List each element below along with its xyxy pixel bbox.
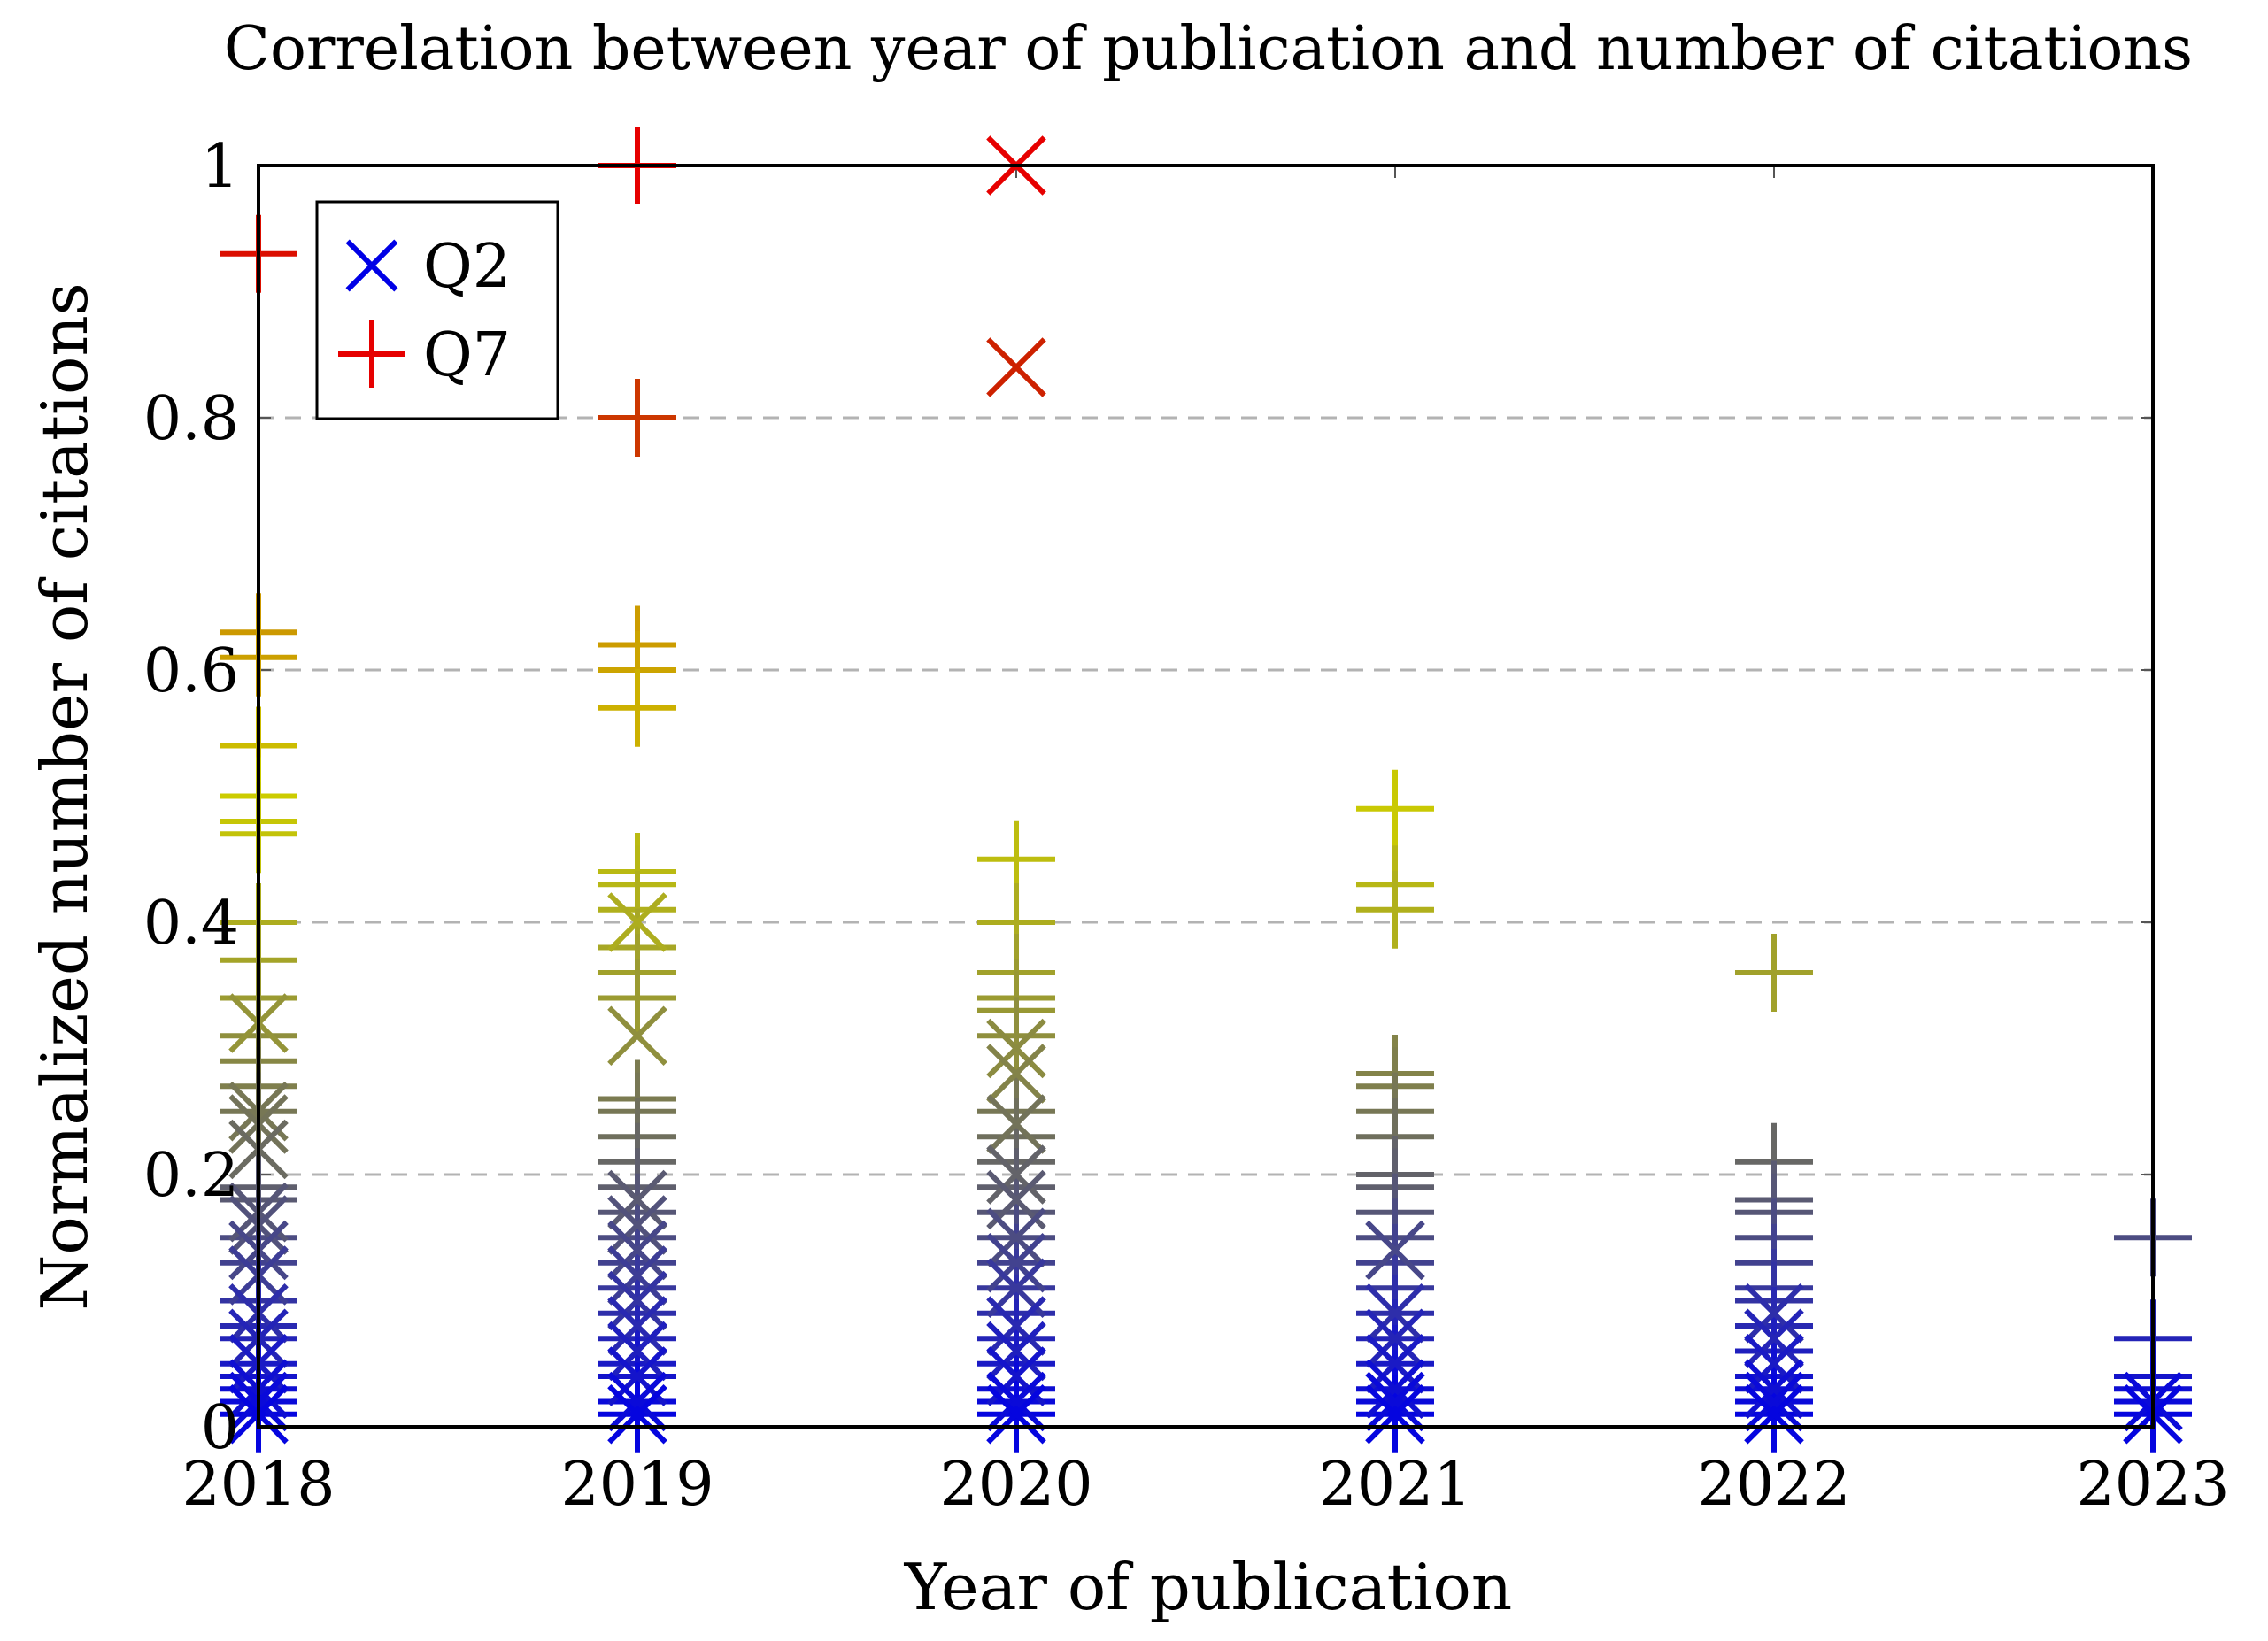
q2-point [607, 1195, 667, 1255]
q2-point [1744, 1359, 1804, 1420]
q7-point [598, 668, 676, 747]
q2-point [1365, 1383, 1425, 1445]
q2-point [607, 1321, 667, 1382]
q7-point [1356, 870, 1434, 949]
q7-point [598, 959, 676, 1037]
q7-point [598, 379, 676, 457]
chart-title: Correlation between year of publication … [224, 14, 2193, 84]
q2-point [1365, 1220, 1425, 1281]
y-tick-label: 0.6 [143, 636, 239, 706]
q2-point [607, 1371, 667, 1432]
q2-point [986, 1296, 1046, 1356]
q2-point [986, 1371, 1046, 1432]
legend-marker-q2 [345, 239, 398, 292]
plot-frame [257, 164, 2155, 1429]
y-tick-label: 0.2 [143, 1141, 239, 1211]
q2-point [986, 1094, 1046, 1154]
q2-point [986, 1018, 1046, 1079]
legend-marker-q7 [338, 320, 405, 388]
x-tick-label: 2019 [560, 1450, 714, 1520]
x-tick-label: 2023 [2076, 1450, 2229, 1520]
legend-box [315, 200, 559, 420]
x-tick-label: 2018 [181, 1450, 335, 1520]
q2-point [986, 1207, 1046, 1268]
q2-point [607, 1296, 667, 1356]
q2-point [1365, 1308, 1425, 1369]
q2-point [986, 1044, 1046, 1104]
legend-label-q7: Q7 [423, 320, 511, 390]
q2-point [607, 1005, 667, 1067]
q2-point [1744, 1283, 1804, 1344]
q2-point [986, 1321, 1046, 1382]
x-axis-label: Year of publication [904, 1550, 1513, 1624]
y-axis-label: Normalized number of citations [27, 282, 102, 1310]
q7-point [977, 997, 1055, 1075]
y-tick-label: 0.8 [143, 384, 239, 454]
y-tick-labels: 0 0.2 0.4 0.6 0.8 1 [143, 132, 239, 1463]
q2-point [1744, 1383, 1804, 1445]
legend-label-q2: Q2 [423, 232, 511, 302]
q2-point [986, 1232, 1046, 1293]
q2-point [607, 1383, 667, 1445]
q7-point [1735, 934, 1813, 1012]
q2-point [1744, 1371, 1804, 1432]
q2-point [1365, 1359, 1425, 1420]
q2-point [1744, 1308, 1804, 1369]
q2-point [1365, 1371, 1425, 1432]
y-tick-label: 0.4 [143, 889, 239, 959]
data-points [220, 127, 2192, 1453]
q2-point [607, 1245, 667, 1306]
x-tick-labels: 2018 2019 2020 2021 2022 2023 [181, 1450, 2229, 1520]
q2-point [986, 1383, 1046, 1445]
x-tick-label: 2020 [939, 1450, 1092, 1520]
q2-point [986, 1144, 1046, 1205]
q2-point [607, 1220, 667, 1281]
x-tick-label: 2021 [1318, 1450, 1471, 1520]
q2-point [1365, 1283, 1425, 1344]
y-tick-label: 0 [201, 1393, 239, 1463]
q7-point [1356, 769, 1434, 848]
q2-point [607, 1169, 667, 1230]
y-tick-label: 1 [201, 132, 239, 202]
grid-lines [258, 416, 2153, 1176]
q2-point [607, 892, 667, 952]
q2-point [986, 337, 1046, 397]
q2-point [607, 1270, 667, 1331]
x-tick-label: 2022 [1697, 1450, 1850, 1520]
